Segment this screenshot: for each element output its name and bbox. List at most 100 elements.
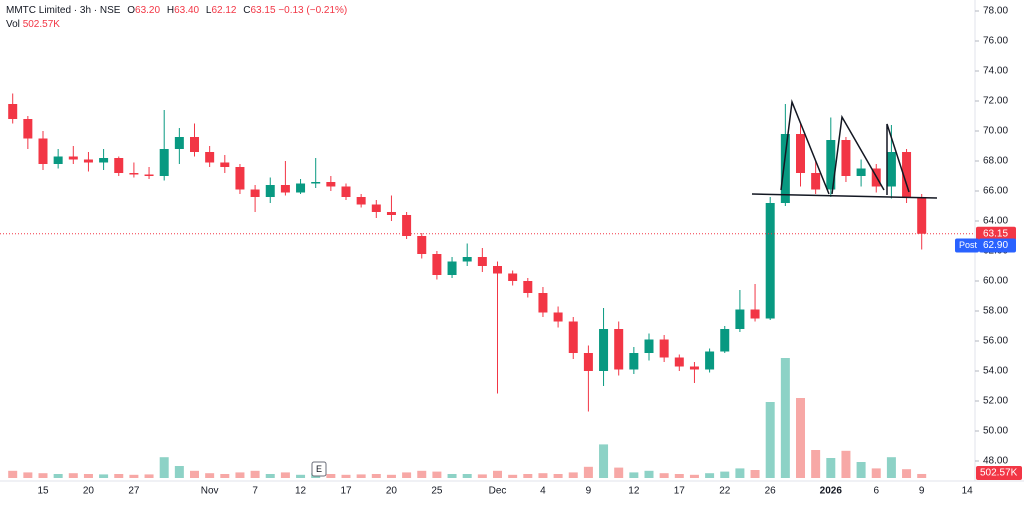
head-and-shoulders-drawing	[751, 99, 938, 199]
x-tick-label: 4	[540, 486, 546, 497]
volume-bar	[386, 474, 396, 478]
x-tick-label: 15	[37, 486, 49, 497]
volume-bar	[750, 470, 760, 478]
candle-body	[614, 329, 624, 370]
candle-body	[629, 353, 639, 370]
post-tag-box	[955, 238, 979, 253]
y-tick-label: 66.00	[983, 186, 1008, 197]
low-label: L	[205, 5, 212, 16]
volume-bar	[886, 457, 896, 478]
candle-body	[735, 309, 745, 329]
candle-body	[190, 137, 199, 152]
candle-body	[326, 182, 336, 187]
candle-body	[811, 173, 821, 190]
volume-value: 502.57K	[22, 19, 60, 30]
candle-body	[386, 212, 396, 215]
plot-area: 48.0050.0052.0054.0056.0058.0060.0062.00…	[0, 6, 1022, 497]
y-tick-label: 50.00	[983, 426, 1008, 437]
candle-body	[99, 158, 109, 163]
volume-bar	[568, 472, 578, 478]
candle-body	[280, 185, 290, 193]
candle-body	[583, 353, 593, 371]
volume-bar	[235, 472, 245, 478]
candle-body	[114, 158, 124, 173]
y-tick-label: 70.00	[983, 126, 1008, 137]
volume-bar	[871, 468, 881, 478]
candle-body	[780, 134, 790, 203]
x-tick-label: 7	[252, 486, 258, 497]
symbol: MMTC Limited · 3h · NSE	[6, 5, 121, 16]
volume-bar	[553, 474, 563, 478]
x-tick-label: 9	[919, 486, 925, 497]
x-tick-label: 22	[719, 486, 731, 497]
low-value: 62.12	[211, 5, 237, 16]
y-tick-label: 54.00	[983, 366, 1008, 377]
open-label: O	[127, 5, 136, 16]
volume-bar	[508, 474, 518, 478]
volume-bar	[841, 450, 851, 478]
candle-body	[23, 119, 33, 139]
volume-bar	[644, 470, 654, 478]
x-tick-label: 26	[765, 486, 777, 497]
volume-bar	[659, 473, 669, 478]
earnings-marker[interactable]: E	[316, 464, 322, 474]
y-tick-label: 74.00	[983, 66, 1008, 77]
volume-bar	[220, 474, 230, 478]
volume-bar	[144, 474, 154, 478]
candle-body	[159, 149, 169, 176]
candle-body	[356, 197, 366, 205]
candle-body	[538, 293, 548, 313]
candle-body	[720, 329, 730, 352]
earnings-marker-box[interactable]	[311, 461, 327, 477]
post-tag: Post	[959, 240, 978, 250]
volume-bar	[114, 474, 124, 478]
volume-bar	[280, 472, 290, 478]
volume-bar	[402, 472, 412, 478]
candle-body	[886, 152, 896, 187]
volume-bar	[720, 471, 730, 478]
volume-bar	[689, 474, 699, 478]
volume-bar	[599, 444, 609, 478]
x-tick-label: 6	[873, 486, 879, 497]
volume-bar	[765, 402, 775, 478]
volume-bar	[99, 474, 109, 478]
volume-bar	[493, 470, 502, 478]
close-value: 63.15	[250, 5, 276, 16]
volume-bar	[174, 466, 184, 478]
legend-header: MMTC Limited · 3h · NSE O63.20 H63.40 L6…	[6, 4, 347, 32]
volume-bar	[538, 473, 548, 478]
change-value: −0.13 (−0.21%)	[278, 5, 348, 16]
candle-body	[493, 266, 502, 274]
volume-bar	[902, 469, 912, 478]
x-tick-label: 17	[340, 486, 352, 497]
volume-bar	[583, 466, 593, 478]
candle-body	[765, 203, 775, 319]
post-price-box	[979, 238, 1016, 253]
y-tick-label: 76.00	[983, 36, 1008, 47]
volume-bar	[371, 474, 381, 478]
volume-bar	[250, 470, 260, 478]
volume-bar	[674, 474, 684, 478]
volume-bar	[83, 474, 93, 478]
candle-body	[371, 204, 381, 212]
volume-bar	[811, 450, 821, 478]
volume-bar	[341, 474, 351, 478]
candle-body	[220, 162, 230, 167]
volume-bar	[856, 462, 866, 478]
volume-bar	[523, 474, 533, 478]
head-line	[831, 114, 885, 195]
x-tick-label: 14	[962, 486, 974, 497]
volume-bar	[205, 473, 215, 478]
candle-body	[750, 309, 760, 319]
neckline	[751, 193, 938, 199]
volume-bar	[462, 474, 472, 478]
volume-bar	[432, 471, 442, 478]
candle-body	[477, 257, 487, 266]
candle-body	[553, 312, 563, 322]
volume-bar	[23, 472, 33, 478]
volume-bar	[796, 398, 805, 478]
volume-bar	[265, 474, 275, 478]
volume-bar	[129, 474, 139, 478]
volume-bar	[477, 474, 487, 478]
